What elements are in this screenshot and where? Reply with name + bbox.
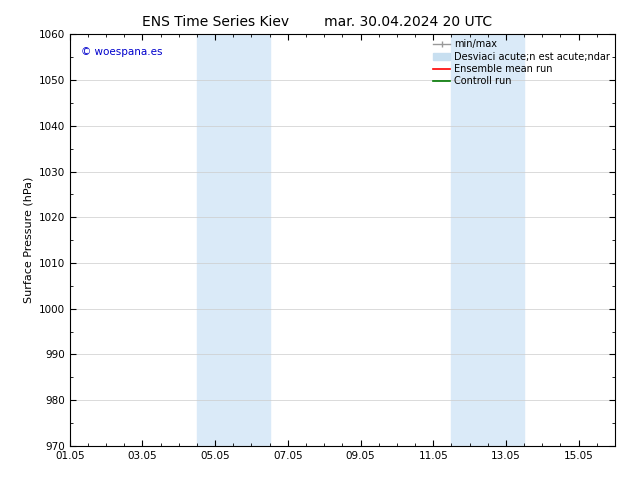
Bar [451, 34, 488, 446]
Text: ENS Time Series Kiev        mar. 30.04.2024 20 UTC: ENS Time Series Kiev mar. 30.04.2024 20 … [142, 15, 492, 29]
Y-axis label: Surface Pressure (hPa): Surface Pressure (hPa) [23, 177, 33, 303]
Bar [197, 34, 233, 446]
Bar [233, 34, 269, 446]
Bar [488, 34, 524, 446]
Text: © woespana.es: © woespana.es [81, 47, 162, 57]
Legend: min/max, Desviaci acute;n est acute;ndar, Ensemble mean run, Controll run: min/max, Desviaci acute;n est acute;ndar… [431, 37, 612, 88]
